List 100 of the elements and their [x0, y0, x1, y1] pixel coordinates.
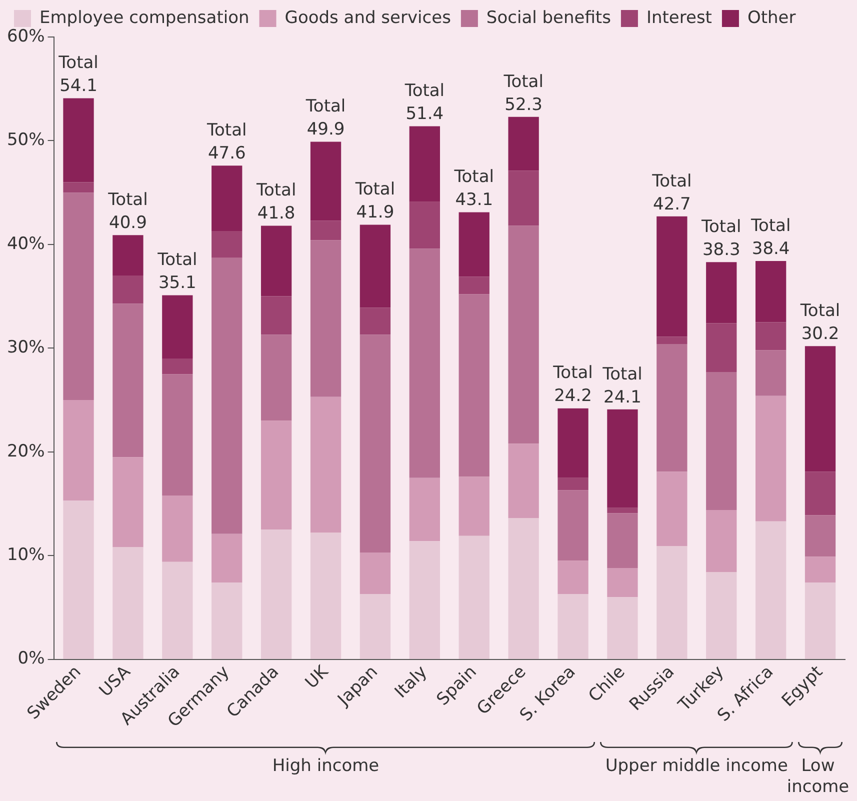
legend-label: Employee compensation — [40, 8, 250, 28]
bar — [360, 308, 391, 335]
total-label: Total 47.6 — [206, 120, 247, 164]
bar — [458, 294, 490, 477]
bar — [409, 541, 440, 659]
bar — [558, 478, 588, 490]
bar — [360, 224, 391, 308]
bar — [162, 562, 193, 659]
bar — [755, 521, 786, 659]
bar — [656, 336, 688, 344]
bar — [260, 296, 292, 335]
total-label: Total 51.4 — [404, 81, 445, 124]
bar — [706, 323, 737, 372]
bar — [458, 536, 490, 659]
bar — [558, 560, 588, 594]
bar — [458, 212, 490, 277]
bar — [112, 547, 144, 659]
bar — [804, 346, 836, 472]
x-tick-label: UK — [302, 661, 334, 693]
bar — [804, 472, 836, 516]
bar — [310, 142, 342, 221]
bar — [558, 594, 588, 659]
bar — [63, 400, 94, 501]
bar — [607, 597, 638, 659]
total-label: Total 24.1 — [602, 364, 642, 408]
bar — [162, 495, 193, 562]
bar — [804, 515, 836, 557]
y-tick-label: 30% — [6, 338, 45, 358]
bar — [755, 322, 786, 350]
bar — [804, 582, 836, 659]
bar — [755, 350, 786, 396]
bar — [63, 500, 94, 659]
bar — [409, 478, 440, 542]
bar — [558, 490, 588, 561]
total-label: Total 52.3 — [502, 72, 544, 115]
y-tick-label: 50% — [6, 130, 45, 150]
total-label: Total 42.7 — [651, 171, 692, 214]
bar — [212, 230, 242, 258]
legend-label: Goods and services — [284, 8, 452, 28]
y-tick-label: 20% — [6, 441, 45, 462]
bar — [558, 408, 588, 478]
text: Low income — [786, 756, 850, 797]
bar — [260, 334, 292, 421]
bar — [310, 240, 342, 397]
bar — [112, 235, 144, 276]
total-label: Total 38.4 — [750, 216, 791, 259]
bar — [63, 182, 94, 193]
total-label: Total 38.3 — [700, 216, 742, 260]
total-label: Total 54.1 — [58, 53, 98, 96]
text: Upper middle income — [604, 756, 789, 777]
total-label: Total 43.1 — [453, 167, 494, 210]
bar — [755, 261, 786, 322]
total-label: Total 41.9 — [354, 180, 396, 223]
legend-label: Other — [747, 8, 796, 28]
y-tick-label: 60% — [6, 26, 45, 46]
bar — [607, 409, 638, 508]
bar — [360, 594, 391, 659]
text: High income — [271, 756, 380, 777]
bar — [212, 258, 242, 534]
bar — [260, 226, 292, 296]
bar — [706, 510, 737, 572]
total-label: Total 40.9 — [107, 190, 148, 234]
bar — [162, 295, 193, 359]
bar — [656, 344, 688, 472]
total-label: Total 41.8 — [255, 180, 296, 224]
bar — [409, 202, 440, 249]
bar — [162, 358, 193, 374]
bar — [409, 126, 440, 202]
bar — [508, 116, 539, 171]
bar — [162, 374, 193, 496]
bar — [360, 552, 391, 594]
y-tick-label: 10% — [6, 545, 45, 566]
bar — [112, 276, 144, 304]
bar — [656, 472, 688, 546]
bar — [508, 226, 539, 444]
total-label: Total 49.9 — [304, 96, 346, 140]
bar — [656, 546, 688, 659]
bar — [508, 444, 539, 518]
bar — [112, 457, 144, 548]
bar — [804, 556, 836, 583]
bar — [212, 534, 242, 583]
bar — [458, 476, 490, 536]
bar — [310, 532, 342, 659]
total-label: Total 35.1 — [156, 250, 198, 294]
bar — [706, 372, 737, 510]
legend-label: Interest — [646, 8, 712, 28]
bar — [310, 220, 342, 240]
bar — [310, 396, 342, 533]
bar — [607, 568, 638, 598]
bar — [458, 276, 490, 294]
legend-label: Social benefits — [486, 8, 612, 28]
total-label: Total 30.2 — [799, 301, 840, 344]
bar — [212, 166, 242, 231]
bar — [508, 518, 539, 659]
bar — [360, 334, 391, 552]
bar — [63, 192, 94, 400]
total-label: Total 24.2 — [552, 363, 593, 406]
bar — [260, 420, 292, 530]
bar — [508, 170, 539, 226]
bar — [656, 216, 688, 337]
